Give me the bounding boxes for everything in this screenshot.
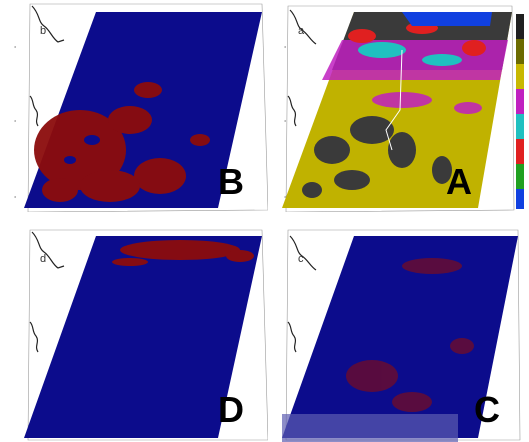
panel-b-letter: B [218, 161, 244, 202]
colorbar [516, 14, 524, 209]
svg-text:°: ° [284, 46, 287, 52]
svg-text:°: ° [14, 196, 17, 202]
map-panel-b: ° ° ° ° ° ° ° b B [14, 3, 268, 212]
colorbar-swatch [516, 39, 524, 64]
map-panel-a: ° ° ° ° ° ° ° a A [282, 5, 524, 212]
panel-b-tick-labels: ° ° ° ° ° ° ° [14, 46, 17, 202]
svg-text:°: ° [14, 120, 17, 126]
colorbar-swatch [516, 64, 524, 89]
svg-text:°: ° [14, 46, 17, 52]
map-panel-c: c C [282, 229, 521, 442]
panel-a-letter: A [446, 161, 472, 202]
panel-c-letter: C [474, 389, 500, 430]
panel-a: ° ° ° ° ° ° ° a A [282, 0, 529, 212]
colorbar-swatch [516, 139, 524, 164]
panel-c: c C [282, 226, 529, 442]
colorbar-swatch [516, 89, 524, 114]
panel-a-tick-labels: ° ° ° ° ° ° ° [284, 46, 287, 202]
map-panel-d: d D [24, 229, 268, 441]
colorbar-swatch [516, 164, 524, 189]
svg-text:°: ° [284, 196, 287, 202]
panel-d: d D [0, 226, 268, 442]
panel-b: ° ° ° ° ° ° ° b B [0, 0, 268, 212]
panel-d-letter: D [218, 389, 244, 430]
colorbar-swatch [516, 114, 524, 139]
panel-a-small-label: a [298, 25, 305, 37]
panel-d-small-label: d [40, 253, 46, 265]
panel-c-small-label: c [298, 253, 304, 265]
colorbar-swatch [516, 189, 524, 209]
colorbar-swatch [516, 14, 524, 39]
svg-text:°: ° [284, 120, 287, 126]
panel-b-small-label: b [40, 25, 46, 37]
